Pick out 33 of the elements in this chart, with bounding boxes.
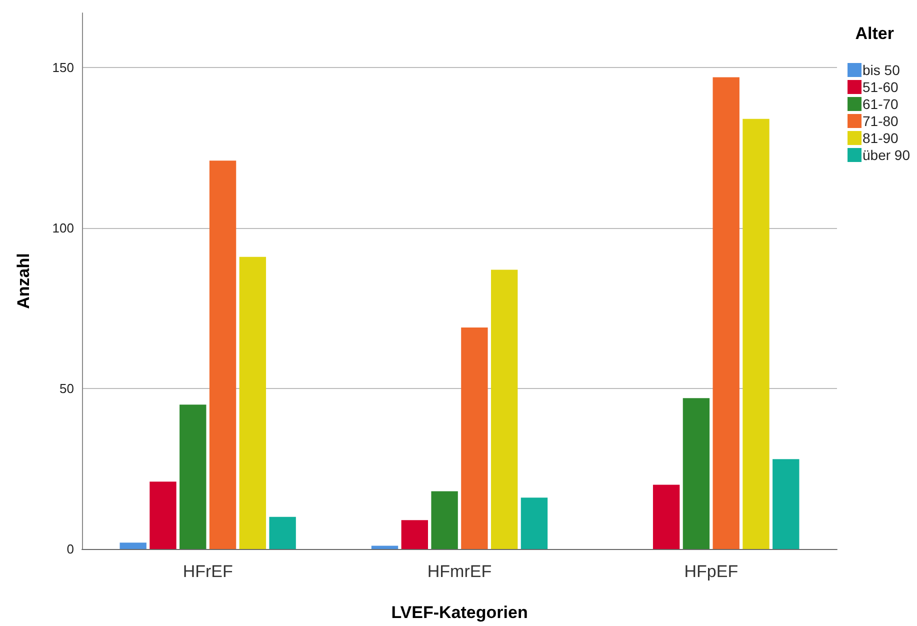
y-tick-label: 50 xyxy=(60,381,74,396)
x-tick-label: HFpEF xyxy=(684,562,738,581)
bar xyxy=(712,77,740,549)
x-axis-title: LVEF-Kategorien xyxy=(391,603,528,622)
bar xyxy=(209,160,236,549)
y-axis-title: Anzahl xyxy=(14,253,33,309)
bar xyxy=(652,484,680,549)
bar xyxy=(269,516,296,549)
legend-title: Alter xyxy=(855,24,894,43)
legend-label: über 90 xyxy=(862,147,910,163)
legend-label: 51-60 xyxy=(862,79,899,95)
legend-label: 81-90 xyxy=(862,130,899,146)
legend-label: bis 50 xyxy=(862,62,900,78)
bar xyxy=(120,542,146,549)
bar xyxy=(431,491,458,549)
y-tick-label: 150 xyxy=(52,60,74,76)
y-tick-label: 0 xyxy=(66,542,74,556)
bar xyxy=(742,118,770,549)
bar xyxy=(150,482,176,549)
legend-label: 61-70 xyxy=(862,96,899,112)
bar xyxy=(180,404,206,549)
bar xyxy=(772,459,800,549)
bar xyxy=(401,520,428,549)
bar xyxy=(520,498,548,549)
bar xyxy=(371,546,398,549)
x-tick-label: HFrEF xyxy=(182,562,233,581)
bar xyxy=(239,256,266,549)
bar xyxy=(682,398,710,549)
bar xyxy=(461,328,488,549)
x-tick-label: HFmrEF xyxy=(427,562,492,581)
legend-label: 71-80 xyxy=(862,113,899,129)
y-tick-label: 100 xyxy=(52,220,74,236)
bar xyxy=(490,270,518,549)
